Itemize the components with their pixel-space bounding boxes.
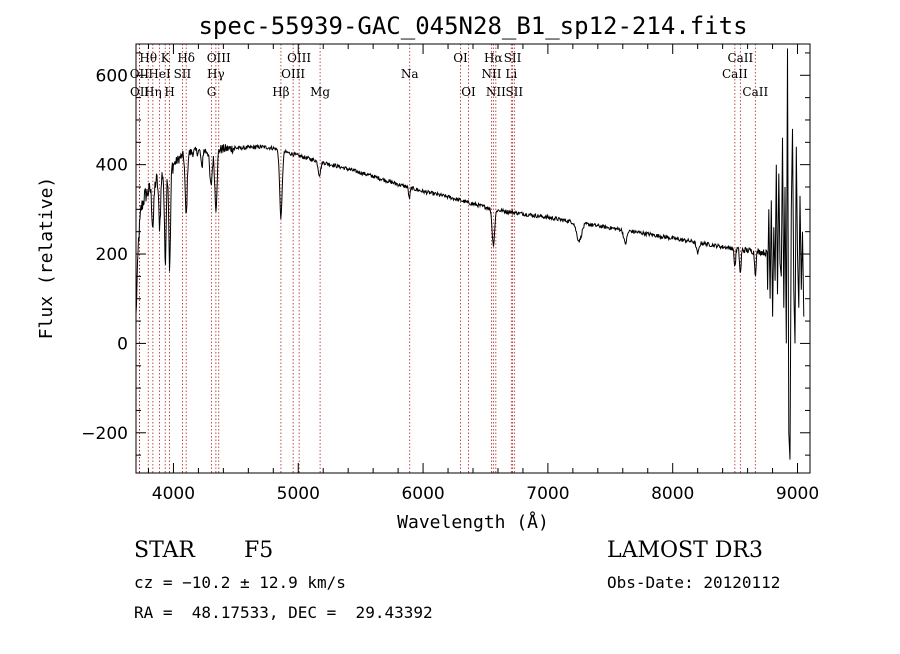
- spectral-line-label: Na: [401, 67, 419, 81]
- spectral-line-label: Hη: [144, 85, 162, 99]
- spectral-line-label: Hθ: [139, 51, 157, 65]
- spectral-line-label: CaII: [722, 67, 748, 81]
- x-tick-label: 6000: [401, 484, 444, 504]
- spectral-line-label: SII: [504, 51, 522, 65]
- object-subclass-label: F5: [244, 538, 274, 563]
- spectral-line-label: NII: [481, 67, 501, 81]
- spectral-line-markers: [138, 44, 756, 473]
- spectral-line-label: OIII: [207, 51, 231, 65]
- spectral-line-label: CaII: [727, 51, 753, 65]
- x-axis-label: Wavelength (Å): [397, 511, 549, 533]
- spectral-line-label: OII: [130, 67, 150, 81]
- object-class-label: STAR: [134, 538, 195, 563]
- spectral-line-label: SII: [505, 85, 523, 99]
- spectral-line-label: OI: [461, 85, 476, 99]
- spectrum-layer: [136, 48, 805, 460]
- spectral-line-label: Hδ: [177, 51, 195, 65]
- survey-label: LAMOST DR3: [607, 538, 763, 563]
- spectrum-line: [136, 48, 805, 460]
- y-tick-label: −200: [81, 424, 128, 444]
- spectral-line-label: Hγ: [207, 67, 225, 81]
- redshift-text: cz = −10.2 ± 12.9 km/s: [134, 573, 346, 592]
- spectral-line-label: G: [207, 85, 217, 99]
- spectral-line-label: OI: [453, 51, 468, 65]
- spectral-line-label: NII: [486, 85, 506, 99]
- spectral-line-label: OII: [130, 85, 150, 99]
- x-tick-label: 9000: [776, 484, 819, 504]
- x-tick-label: 4000: [152, 484, 195, 504]
- spectral-line-label: HeI: [148, 67, 171, 81]
- y-tick-label: 200: [96, 245, 128, 265]
- spectral-line-label: Li: [505, 67, 517, 81]
- obs-date-text: Obs-Date: 20120112: [607, 573, 781, 592]
- plot-frame: [135, 43, 811, 474]
- spectral-line-label: Mg: [310, 85, 330, 99]
- spectral-line-label: K: [161, 51, 171, 65]
- axis-ticks: [136, 44, 810, 473]
- chart-title: spec-55939-GAC_045N28_B1_sp12-214.fits: [198, 12, 747, 40]
- y-axis-label: Flux (relative): [36, 177, 57, 340]
- x-tick-label: 5000: [277, 484, 320, 504]
- spectral-line-label: CaII: [742, 85, 768, 99]
- coordinates-text: RA = 48.17533, DEC = 29.43392: [134, 603, 433, 622]
- y-tick-label: 600: [96, 66, 128, 86]
- spectral-line-label: OIII: [281, 67, 305, 81]
- spectral-line-label: Hα: [484, 51, 503, 65]
- axis-tick-labels: 4000 5000 6000 7000 8000 9000 −200 0 200 400 600: [81, 66, 819, 504]
- y-tick-label: 0: [117, 334, 128, 354]
- spectral-line-label: H: [164, 85, 174, 99]
- spectral-line-label: Hβ: [272, 85, 289, 99]
- x-tick-label: 7000: [526, 484, 569, 504]
- x-tick-label: 8000: [651, 484, 694, 504]
- spectral-line-label: SII: [174, 67, 192, 81]
- y-tick-label: 400: [96, 156, 128, 176]
- spectral-line-label: OIII: [287, 51, 311, 65]
